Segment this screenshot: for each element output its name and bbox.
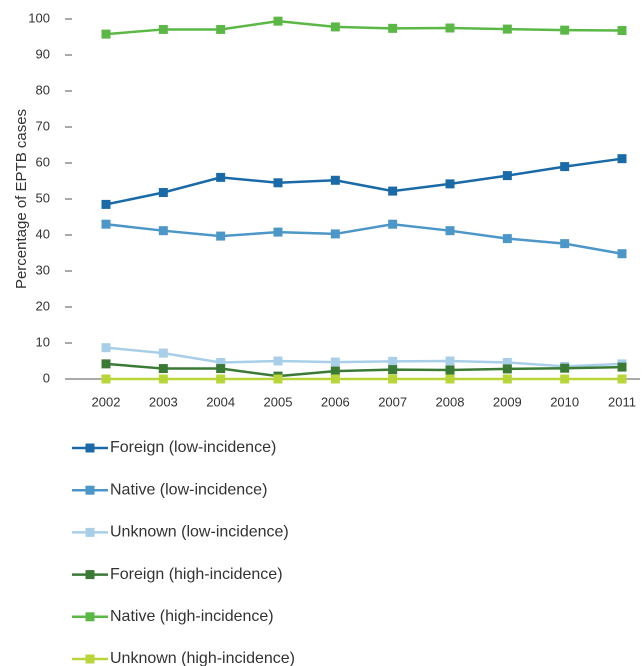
data-point (101, 29, 111, 39)
data-point (388, 23, 398, 33)
x-tick-label: 2004 (206, 394, 235, 409)
data-point (101, 374, 111, 384)
data-point (158, 188, 168, 198)
data-point (273, 374, 283, 384)
data-point (273, 356, 283, 366)
y-tick-label: 80 (36, 82, 50, 97)
legend-marker (85, 485, 95, 495)
data-point (617, 26, 627, 36)
legend-label: Unknown (low-incidence) (110, 524, 289, 541)
legend-marker (85, 612, 95, 622)
legend-label: Native (high-incidence) (110, 608, 274, 625)
y-tick-label: 90 (36, 46, 50, 61)
data-point (445, 226, 455, 236)
data-point (158, 348, 168, 358)
y-tick-label: 60 (36, 154, 50, 169)
data-point (388, 186, 398, 196)
data-point (158, 226, 168, 236)
data-point (445, 23, 455, 33)
legend-label: Foreign (high-incidence) (110, 566, 283, 583)
legend-label: Native (low-incidence) (110, 481, 267, 498)
series-line (105, 157, 623, 206)
data-point (445, 179, 455, 189)
data-point (617, 154, 627, 164)
x-tick-label: 2008 (436, 394, 465, 409)
data-point (617, 362, 627, 372)
data-point (101, 199, 111, 209)
y-tick-label: 20 (36, 298, 50, 313)
x-tick-label: 2007 (378, 394, 407, 409)
data-point (216, 357, 226, 367)
data-point (216, 231, 226, 241)
data-point (330, 366, 340, 376)
data-point (101, 359, 111, 369)
data-point (158, 364, 168, 374)
data-point (216, 172, 226, 182)
data-point (560, 25, 570, 35)
legend-label: Foreign (low-incidence) (110, 439, 276, 456)
data-point (330, 175, 340, 185)
data-point (216, 364, 226, 374)
data-point (330, 229, 340, 239)
series-line (105, 19, 623, 36)
x-tick-label: 2003 (149, 394, 178, 409)
y-tick-label: 10 (36, 334, 50, 349)
legend-marker (85, 527, 95, 537)
data-point (445, 374, 455, 384)
x-tick-label: 2005 (264, 394, 293, 409)
series-line (105, 222, 623, 255)
legend-marker (85, 443, 95, 453)
data-point (502, 374, 512, 384)
data-point (560, 239, 570, 249)
series-line (105, 346, 623, 368)
y-tick-label: 50 (36, 190, 50, 205)
data-point (388, 374, 398, 384)
data-point (330, 374, 340, 384)
data-point (445, 365, 455, 375)
data-point (617, 374, 627, 384)
y-tick-label: 30 (36, 262, 50, 277)
data-point (617, 249, 627, 259)
y-axis-label: Percentage of EPTB cases (13, 109, 30, 289)
data-point (101, 219, 111, 229)
data-point (158, 374, 168, 384)
data-point (388, 356, 398, 366)
data-point (330, 22, 340, 32)
data-point (502, 364, 512, 374)
data-point (101, 343, 111, 353)
legend-marker (85, 570, 95, 580)
data-point (216, 24, 226, 34)
x-tick-label: 2009 (493, 394, 522, 409)
data-point (216, 374, 226, 384)
data-point (502, 234, 512, 244)
data-point (388, 365, 398, 375)
data-point (502, 357, 512, 367)
x-tick-label: 2011 (608, 394, 636, 409)
data-point (273, 178, 283, 188)
y-tick-label: 70 (36, 118, 50, 133)
data-point (388, 219, 398, 229)
x-tick-label: 2006 (321, 394, 350, 409)
data-point (502, 171, 512, 181)
data-point (158, 24, 168, 34)
x-tick-label: 2010 (550, 394, 579, 409)
data-point (560, 363, 570, 373)
legend-label: Unknown (high-incidence) (110, 650, 295, 666)
y-tick-label: 0 (43, 370, 50, 385)
data-point (273, 16, 283, 26)
data-point (445, 356, 455, 366)
y-tick-label: 100 (28, 10, 50, 25)
x-tick-label: 2002 (92, 394, 121, 409)
data-point (273, 227, 283, 237)
data-point (330, 357, 340, 367)
y-tick-label: 40 (36, 226, 50, 241)
legend-marker (85, 654, 95, 664)
data-point (560, 374, 570, 384)
data-point (502, 24, 512, 34)
data-point (560, 162, 570, 172)
series-line (105, 362, 623, 378)
